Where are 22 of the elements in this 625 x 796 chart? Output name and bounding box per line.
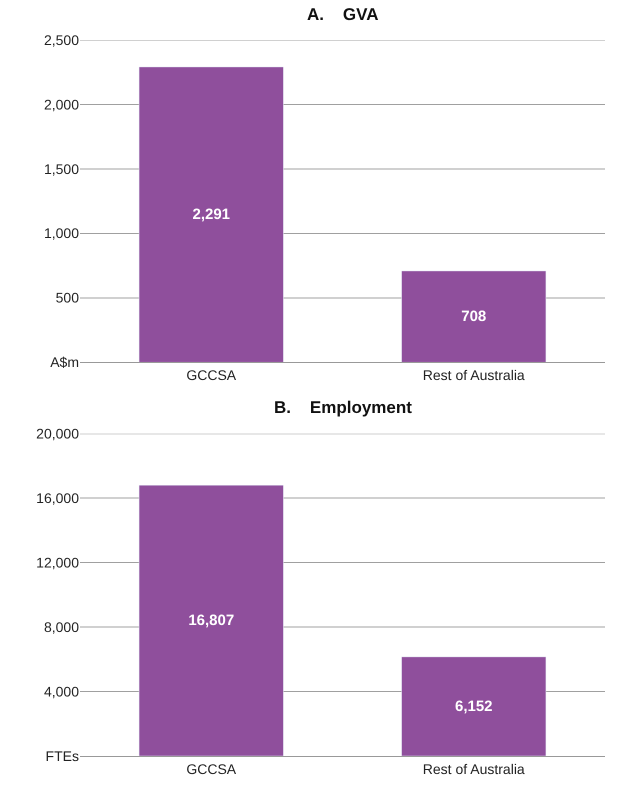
data-label: 6,152 [454, 698, 493, 715]
y-tick-label: 8,000 [44, 619, 80, 636]
chart-title: B. Employment [274, 398, 412, 417]
y-tick-label: FTEs [46, 748, 79, 764]
x-tick-label: GCCSA [186, 367, 237, 383]
y-tick-label: 500 [56, 290, 80, 306]
data-label: 16,807 [188, 612, 234, 630]
x-tick-label: Rest of Australia [422, 367, 525, 383]
data-label: 2,291 [192, 206, 230, 224]
y-tick-label: 2,500 [44, 32, 80, 48]
y-tick-label: A$m [50, 354, 79, 370]
x-tick-label: GCCSA [186, 760, 237, 777]
y-tick-label: 16,000 [36, 490, 80, 506]
data-label: 708 [461, 308, 486, 326]
y-tick-label: 20,000 [36, 426, 80, 442]
y-tick-label: 1,500 [44, 160, 80, 177]
y-tick-label: 4,000 [44, 683, 80, 700]
y-tick-label: 2,000 [44, 96, 80, 112]
chart-title: A. GVA [307, 5, 378, 24]
y-tick-label: 1,000 [44, 225, 80, 242]
x-tick-label: Rest of Australia [422, 760, 525, 777]
y-tick-label: 12,000 [36, 554, 80, 571]
